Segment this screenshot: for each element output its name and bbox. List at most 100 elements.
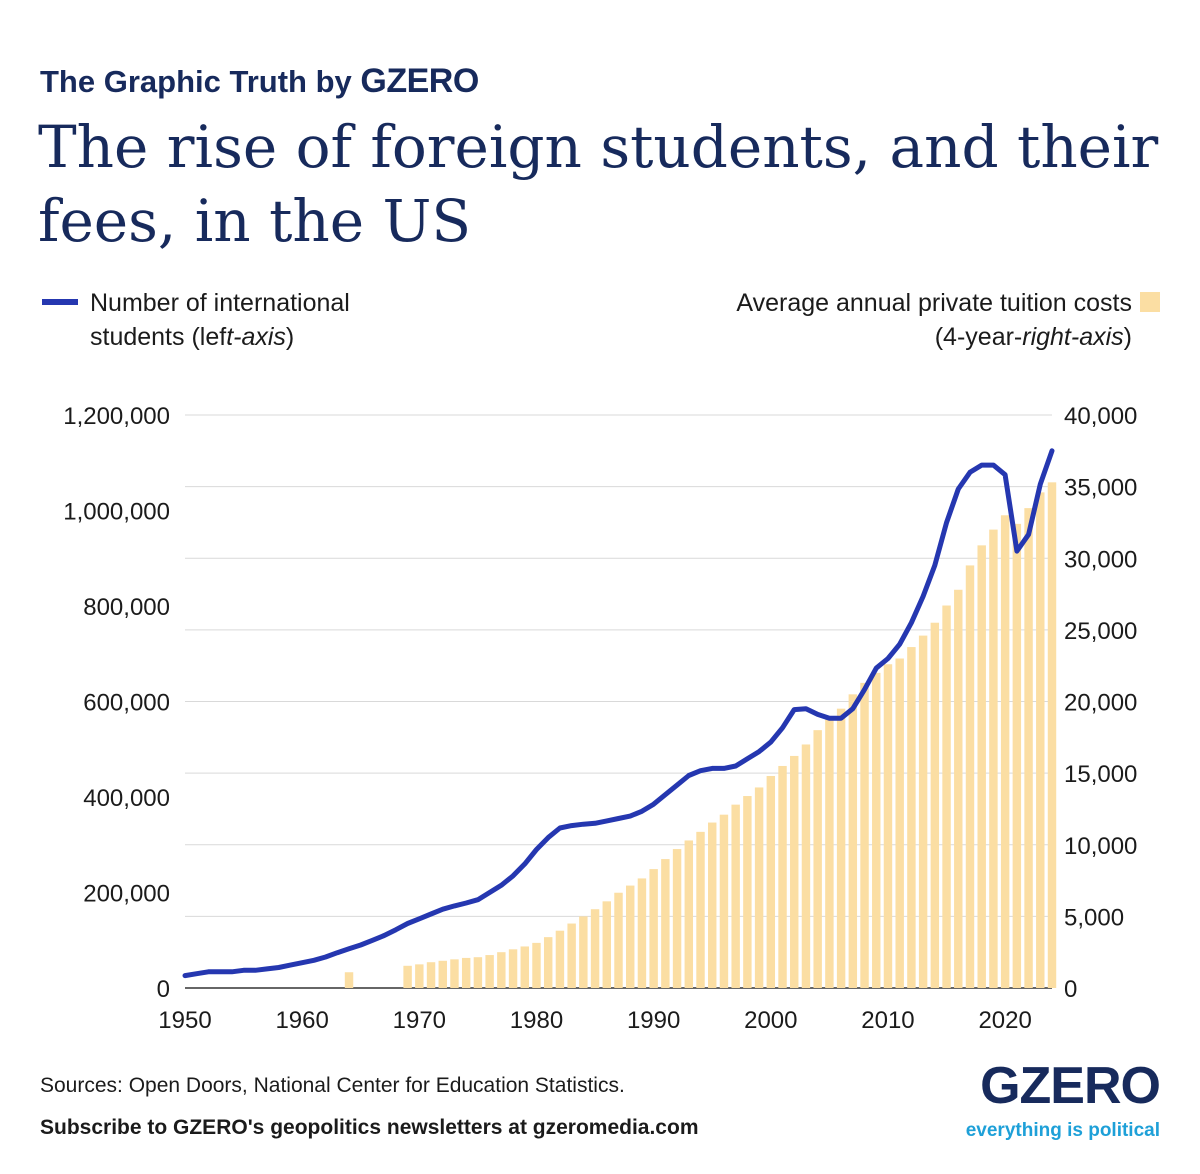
x-tick-label: 2010 (861, 1007, 914, 1034)
right-tick-label: 25,000 (1064, 618, 1137, 645)
tuition-bars (344, 482, 1057, 988)
tuition-bar (614, 892, 623, 988)
tuition-bar (403, 965, 412, 988)
tuition-bar (1024, 508, 1033, 988)
tuition-bar (942, 605, 951, 988)
left-tick-label: 1,200,000 (63, 403, 170, 430)
x-tick-label: 2020 (978, 1007, 1031, 1034)
tuition-bar (555, 930, 565, 988)
left-tick-label: 600,000 (83, 690, 170, 717)
tuition-bar (520, 946, 529, 988)
x-tick-label: 1990 (627, 1007, 680, 1034)
right-tick-label: 40,000 (1064, 403, 1137, 430)
tuition-bar (649, 869, 658, 988)
tuition-bar (907, 647, 916, 988)
gzero-logo: GZERO everything is political (965, 1057, 1161, 1142)
tuition-bar (848, 694, 858, 988)
tuition-bar (661, 859, 670, 988)
x-tick-label: 1950 (158, 1007, 211, 1034)
legend-line-swatch (42, 299, 78, 305)
subscribe-link[interactable]: Subscribe to GZERO's geopolitics newslet… (40, 1116, 699, 1139)
left-tick-label: 0 (157, 976, 170, 1003)
left-axis: 0 200,000 400,000 600,000 800,000 1,000,000 1,… (63, 403, 170, 1003)
tuition-bar (954, 589, 963, 988)
legend-bar-label-axis: right-axis (1022, 323, 1124, 351)
tuition-bar (977, 545, 986, 988)
legend-bar-swatch (1140, 292, 1160, 312)
tuition-bar (790, 755, 799, 988)
tuition-bar (801, 744, 811, 988)
x-tick-label: 1980 (510, 1007, 563, 1034)
tuition-bar (344, 972, 354, 988)
students-line (182, 448, 1055, 979)
right-tick-label: 0 (1064, 976, 1077, 1003)
right-axis: 0 5,000 10,000 15,000 20,000 25,000 30,000 35,0… (1064, 403, 1137, 1003)
tuition-bar (1012, 523, 1022, 988)
tuition-bar (590, 909, 600, 988)
kicker-prefix: The Graphic Truth by (40, 64, 352, 99)
tuition-bar (778, 765, 787, 988)
tuition-bar (567, 923, 576, 988)
tuition-bar (1047, 482, 1057, 988)
x-tick-label: 2000 (744, 1007, 797, 1034)
tuition-bar (1000, 515, 1010, 988)
tuition-bar (497, 952, 506, 988)
legend-bar-label-close: ) (1123, 323, 1132, 351)
tuition-bar (602, 901, 612, 988)
tuition-bar (637, 878, 647, 988)
tuition-bar (579, 916, 588, 988)
tuition-bar (883, 664, 893, 988)
tuition-bar (766, 775, 776, 988)
legend-line-label-text: Number of international students (lef (90, 289, 350, 351)
x-axis: 1950 1960 1970 1980 1990 2000 2010 2020 (158, 1007, 1032, 1034)
legend-bar-label-text: Average annual private tuition costs (4-… (736, 289, 1132, 351)
tuition-bar (989, 529, 998, 988)
tuition-bar (860, 682, 869, 988)
legend-line-label-close: ) (285, 323, 295, 351)
tuition-bar (872, 672, 881, 988)
left-tick-label: 200,000 (83, 881, 170, 908)
tuition-bar (708, 822, 717, 988)
x-tick-label: 1960 (275, 1007, 328, 1034)
right-tick-label: 10,000 (1064, 833, 1137, 860)
tuition-bar (672, 849, 682, 988)
left-tick-label: 400,000 (83, 785, 170, 812)
students-line-group (182, 448, 1055, 979)
x-tick-label: 1970 (393, 1007, 446, 1034)
legend-line-label-axis: t-axis (226, 323, 286, 351)
tuition-bar (450, 959, 459, 988)
tuition-bar (426, 962, 436, 988)
tuition-bar (719, 814, 729, 988)
page-title: The rise of foreign students, and their … (38, 113, 1159, 255)
tuition-bar (438, 960, 447, 988)
right-tick-label: 5,000 (1064, 904, 1124, 931)
tuition-bar (930, 622, 940, 988)
tuition-bar (895, 658, 904, 988)
kicker-brand: GZERO (360, 62, 479, 100)
tuition-bar (743, 796, 752, 988)
tuition-bar (813, 730, 822, 988)
tuition-bar (696, 831, 705, 988)
left-tick-label: 1,000,000 (63, 499, 170, 526)
logo-wordmark: GZERO (980, 1057, 1161, 1115)
tuition-bar (754, 787, 764, 988)
chart: 0 200,000 400,000 600,000 800,000 1,000,000 1,… (63, 403, 1137, 1034)
tuition-bar (1036, 492, 1045, 988)
right-tick-label: 35,000 (1064, 475, 1137, 502)
kicker: The Graphic Truth by GZERO (40, 62, 479, 101)
tuition-bar (918, 635, 928, 988)
right-tick-label: 15,000 (1064, 761, 1137, 788)
tuition-bar (836, 708, 846, 988)
tuition-bar (543, 937, 553, 988)
tuition-bar (508, 949, 518, 988)
tuition-bar (461, 957, 471, 988)
legend-bar-label: Average annual private tuition costs (4-… (732, 286, 1132, 354)
legend-line-label: Number of international students (left-a… (90, 286, 450, 354)
tuition-bar (825, 718, 834, 988)
sources-note: Sources: Open Doors, National Center for… (40, 1074, 625, 1097)
logo-tagline: everything is political (965, 1120, 1160, 1141)
right-tick-label: 20,000 (1064, 690, 1137, 717)
tuition-bar (731, 804, 740, 988)
tuition-bar (684, 840, 694, 988)
tuition-bar (965, 565, 975, 988)
